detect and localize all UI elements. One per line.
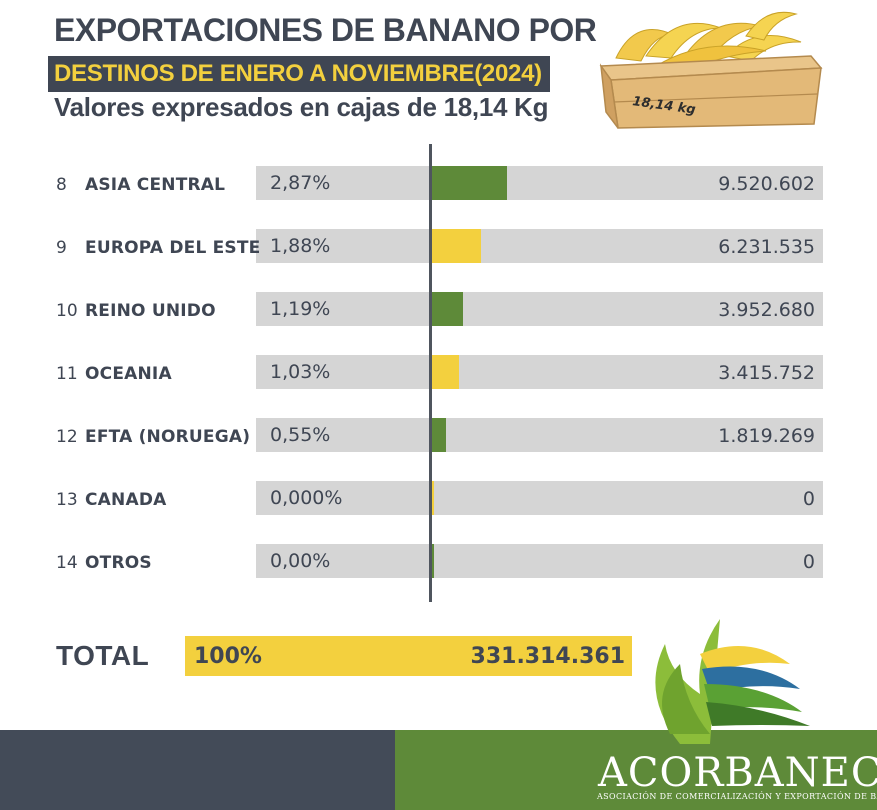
row-value: 0 (802, 551, 815, 573)
row-destination: OCEANIA (85, 364, 172, 384)
total-percent: 100% (194, 644, 262, 669)
row-rank: 9 (56, 238, 67, 258)
bar-background (256, 292, 823, 326)
row-percent: 0,55% (270, 424, 331, 446)
row-rank: 12 (56, 427, 78, 447)
chart-title-line1: EXPORTACIONES DE BANANO POR (54, 12, 597, 48)
total-bar (185, 636, 632, 676)
bar-background (256, 481, 823, 515)
row-percent: 0,000% (270, 487, 343, 509)
bar-fill (432, 355, 459, 389)
chart-axis-line (429, 144, 432, 602)
chart-subtitle: Valores expresados en cajas de 18,14 Kg (54, 92, 549, 122)
bar-fill (432, 166, 507, 200)
total-label: TOTAL (56, 640, 150, 671)
row-destination: EUROPA DEL ESTE (85, 238, 261, 258)
total-value: 331.314.361 (470, 644, 625, 669)
bar-fill (432, 229, 481, 263)
row-value: 9.520.602 (718, 173, 815, 195)
row-value: 1.819.269 (718, 425, 815, 447)
row-value: 3.415.752 (718, 362, 815, 384)
banana-crate-illustration: 18,14 kg (599, 11, 823, 129)
row-destination: REINO UNIDO (85, 301, 216, 321)
row-rank: 11 (56, 364, 78, 384)
row-rank: 13 (56, 490, 78, 510)
chart-title-line2: DESTINOS DE ENERO A NOVIEMBRE(2024) (48, 56, 550, 92)
bananas-icon (615, 11, 802, 69)
row-rank: 10 (56, 301, 78, 321)
footer-green-band (395, 730, 877, 810)
footer-dark-band (0, 730, 395, 810)
bar-background (256, 166, 823, 200)
row-destination: ASIA CENTRAL (85, 175, 226, 195)
row-percent: 1,19% (270, 298, 331, 320)
row-percent: 2,87% (270, 172, 331, 194)
row-value: 3.952.680 (718, 299, 815, 321)
acorbanec-leaf-logo (655, 619, 810, 744)
row-destination: CANADA (85, 490, 167, 510)
row-rank: 8 (56, 175, 67, 195)
bar-background (256, 418, 823, 452)
row-destination: EFTA (NORUEGA) (85, 427, 251, 447)
row-percent: 1,88% (270, 235, 331, 257)
row-rank: 14 (56, 553, 78, 573)
row-percent: 1,03% (270, 361, 331, 383)
row-percent: 0,00% (270, 550, 331, 572)
bar-fill (432, 481, 434, 515)
row-destination: OTROS (85, 553, 152, 573)
bar-background (256, 544, 823, 578)
brand-tagline: ASOCIACIÓN DE COMERCIALIZACIÓN Y EXPORTA… (597, 792, 877, 801)
bar-background (256, 355, 823, 389)
bar-fill (432, 292, 463, 326)
row-value: 0 (802, 488, 815, 510)
bar-fill (432, 544, 434, 578)
bar-fill (432, 418, 447, 452)
brand-name: ACORBANEC (598, 750, 877, 796)
row-value: 6.231.535 (718, 236, 815, 258)
bar-background (256, 229, 823, 263)
bar-chart: 8 ASIA CENTRAL 2,87% 9.520.602 9 EUROPA DEL E… (56, 166, 823, 578)
